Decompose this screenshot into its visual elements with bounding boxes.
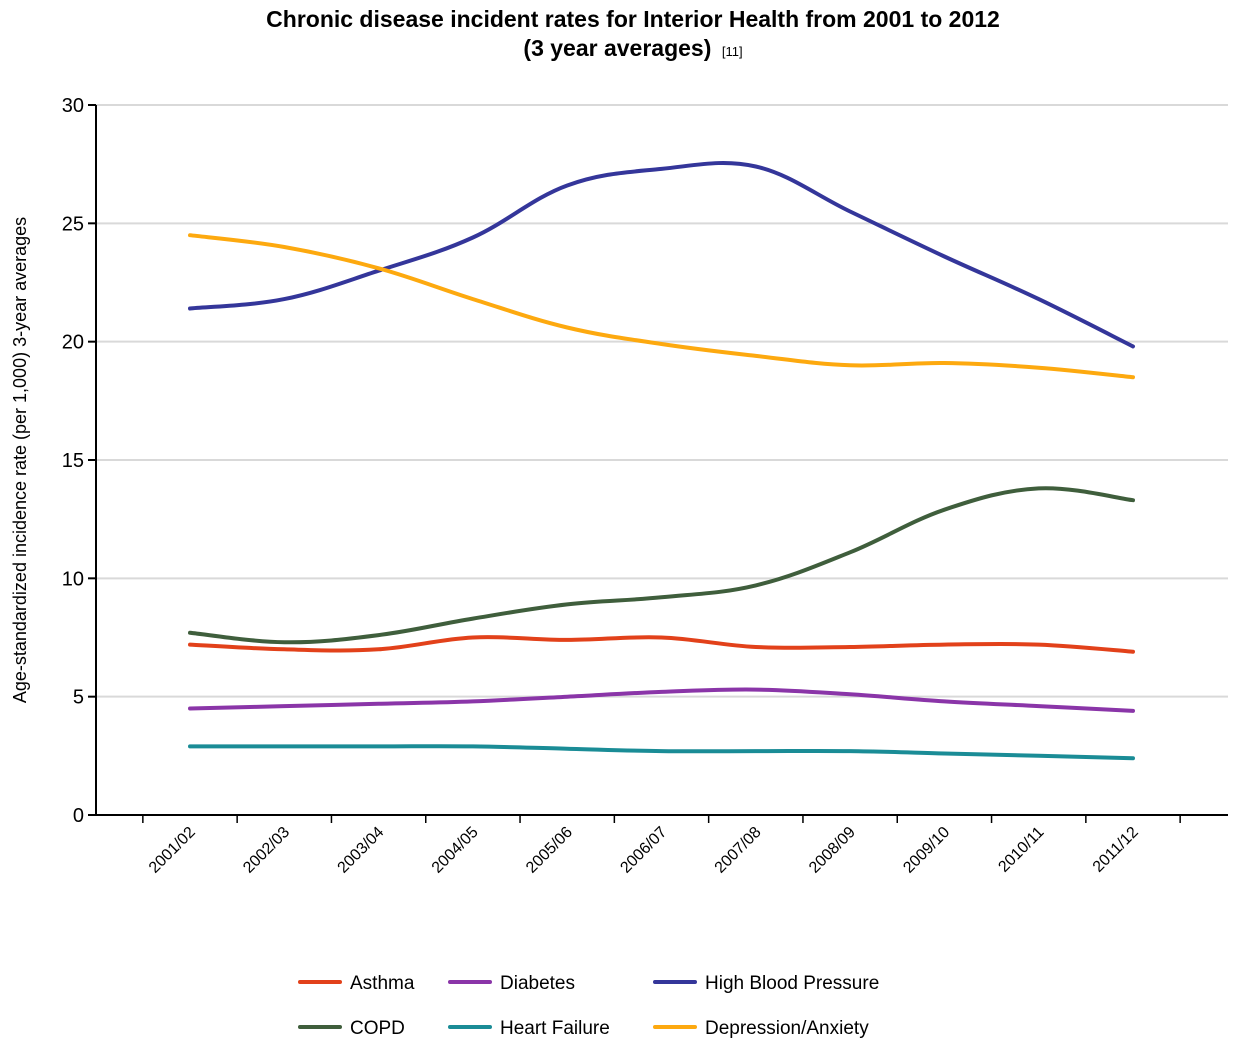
series-line-depression-anxiety (188, 233, 1135, 380)
legend-item-depression-anxiety: Depression/Anxiety (653, 1018, 869, 1039)
series-line-high-blood-pressure (188, 161, 1135, 349)
y-tick-label: 10 (62, 568, 84, 590)
legend-label: COPD (350, 1018, 405, 1039)
legend-label: Asthma (350, 973, 415, 994)
y-tick-label: 0 (73, 805, 84, 827)
legend-item-asthma: Asthma (298, 973, 415, 994)
legend-item-diabetes: Diabetes (448, 973, 575, 994)
legend-item-high-blood-pressure: High Blood Pressure (653, 973, 879, 994)
chart-title-line2-group: (3 year averages) [11] (523, 35, 742, 61)
series-lines (188, 161, 1135, 761)
x-tick-label: 2004/05 (429, 824, 482, 877)
series-line-diabetes (188, 687, 1135, 713)
x-tick-label: 2002/03 (240, 824, 293, 877)
legend: Asthma Diabetes High Blood Pressure COPD Hea… (298, 973, 879, 1039)
chart-title-line1: Chronic disease incident rates for Inter… (266, 6, 1000, 32)
legend-label: Diabetes (500, 973, 575, 994)
x-tick-label: 2011/12 (1090, 824, 1142, 876)
y-axis-ticks: 0 5 10 15 20 25 30 (62, 95, 96, 827)
x-tick-label: 2007/08 (712, 824, 765, 877)
y-tick-label: 25 (62, 213, 84, 235)
legend-label: Depression/Anxiety (705, 1018, 869, 1039)
x-tick-label: 2005/06 (523, 824, 576, 877)
chart-title-reference: [11] (722, 44, 743, 59)
y-tick-label: 5 (73, 687, 84, 709)
legend-label: Heart Failure (500, 1018, 610, 1039)
y-tick-label: 30 (62, 95, 84, 117)
x-tick-label: 2003/04 (335, 824, 388, 877)
x-tick-label: 2001/02 (146, 824, 199, 877)
chart-title-line2: (3 year averages) (523, 35, 711, 61)
x-axis-ticks: 2001/02 2002/03 2003/04 2004/05 2005/06 2006/… (142, 815, 1181, 877)
x-tick-label: 2006/07 (617, 824, 670, 877)
x-tick-label: 2009/10 (900, 824, 953, 877)
y-tick-label: 15 (62, 450, 84, 472)
gridlines (96, 104, 1228, 698)
legend-item-heart-failure: Heart Failure (448, 1018, 610, 1039)
y-tick-label: 20 (62, 332, 84, 354)
series-line-copd (188, 486, 1135, 645)
x-tick-label: 2010/11 (995, 824, 1047, 876)
legend-label: High Blood Pressure (705, 973, 879, 994)
x-tick-label: 2008/09 (806, 824, 859, 877)
series-line-asthma (188, 635, 1135, 654)
y-axis-title: Age-standardized incidence rate (per 1,0… (10, 217, 30, 703)
series-line-heart-failure (188, 744, 1135, 761)
legend-item-copd: COPD (298, 1018, 405, 1039)
